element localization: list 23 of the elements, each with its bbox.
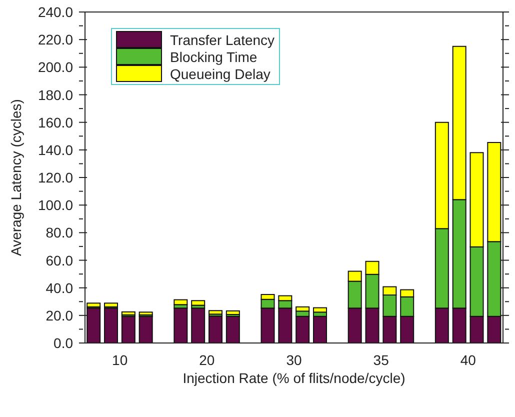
y-axis-title: Average Latency (cycles): [8, 99, 24, 256]
y-tick-label: 180.0: [38, 86, 74, 103]
y-tick-label: 220.0: [38, 32, 74, 48]
y-tick-label: 0.0: [54, 335, 74, 351]
x-tick-label: 40: [460, 352, 476, 368]
x-tick-label: 30: [286, 352, 302, 368]
legend-label: Queueing Delay: [170, 66, 270, 82]
y-tick-label: 20.0: [46, 307, 74, 324]
y-tick-label: 160.0: [38, 114, 74, 130]
x-tick-label: 35: [373, 352, 390, 368]
y-tick-label: 200.0: [38, 59, 74, 76]
x-tick-label: 10: [112, 352, 128, 368]
y-tick-label: 60.0: [46, 252, 74, 268]
y-tick-label: 120.0: [38, 170, 74, 186]
y-tick-label: 40.0: [46, 280, 74, 296]
y-tick-label: 240.0: [38, 4, 74, 20]
y-tick-label: 140.0: [38, 142, 74, 158]
legend-label: Blocking Time: [170, 48, 258, 64]
x-axis-title: Injection Rate (% of flits/node/cycle): [182, 370, 406, 386]
legend-label: Transfer Latency: [170, 32, 275, 48]
y-tick-label: 100.0: [38, 197, 74, 214]
x-tick-label: 20: [199, 352, 215, 368]
y-tick-label: 80.0: [46, 224, 74, 241]
